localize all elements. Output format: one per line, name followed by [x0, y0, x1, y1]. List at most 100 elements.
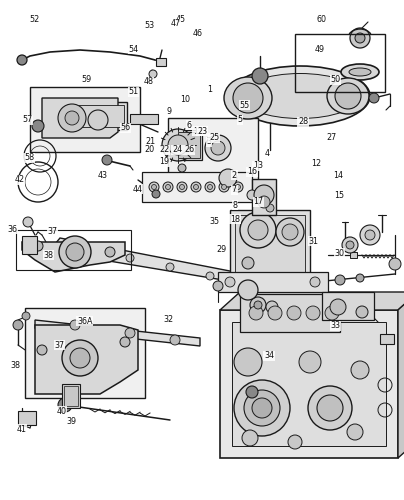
Bar [156, 58, 166, 66]
Circle shape [389, 258, 401, 270]
Circle shape [308, 386, 352, 430]
Circle shape [244, 390, 280, 426]
Text: 17: 17 [253, 198, 264, 206]
Circle shape [242, 257, 254, 269]
Circle shape [177, 182, 187, 192]
Bar [168, 118, 258, 190]
Text: 53: 53 [144, 22, 155, 30]
Text: 43: 43 [98, 172, 108, 180]
Circle shape [356, 274, 364, 282]
Circle shape [17, 55, 27, 65]
Circle shape [205, 182, 215, 192]
Bar [235, 215, 305, 275]
Text: 24: 24 [172, 146, 182, 154]
Circle shape [149, 182, 159, 192]
Text: 31: 31 [309, 236, 318, 246]
Text: 27: 27 [326, 132, 337, 141]
Circle shape [335, 83, 361, 109]
Bar [16, 230, 131, 270]
Polygon shape [35, 320, 200, 346]
Circle shape [225, 277, 235, 287]
Circle shape [149, 70, 157, 78]
Polygon shape [55, 238, 240, 282]
Bar [220, 310, 398, 458]
Text: 36: 36 [7, 224, 17, 234]
Text: 42: 42 [14, 176, 25, 184]
Circle shape [62, 340, 98, 376]
Ellipse shape [240, 74, 360, 118]
Bar [25, 308, 145, 398]
Circle shape [170, 335, 180, 345]
Circle shape [254, 301, 262, 309]
Circle shape [246, 386, 258, 398]
Bar [178, 132, 200, 158]
Circle shape [330, 299, 346, 315]
Text: 25: 25 [209, 134, 219, 142]
Circle shape [219, 169, 237, 187]
Bar [230, 210, 310, 280]
Circle shape [179, 184, 185, 190]
Text: 5: 5 [238, 116, 242, 124]
Circle shape [178, 164, 186, 172]
Circle shape [317, 395, 343, 421]
Text: 40: 40 [57, 406, 67, 416]
Bar [218, 272, 328, 292]
Circle shape [65, 111, 79, 125]
Circle shape [299, 351, 321, 373]
Bar [30, 87, 140, 152]
Text: 12: 12 [311, 160, 321, 168]
Circle shape [70, 348, 90, 368]
Text: 56: 56 [120, 124, 130, 132]
Circle shape [58, 104, 86, 132]
Circle shape [152, 184, 156, 190]
Polygon shape [398, 292, 404, 458]
Circle shape [236, 184, 240, 190]
Circle shape [250, 297, 266, 313]
Text: 8: 8 [233, 200, 238, 209]
Circle shape [59, 236, 91, 268]
Circle shape [342, 237, 358, 253]
Text: 36A: 36A [77, 316, 93, 326]
Text: 49: 49 [315, 44, 325, 54]
Circle shape [252, 398, 272, 418]
Circle shape [310, 277, 320, 287]
Circle shape [152, 190, 160, 198]
Circle shape [33, 241, 43, 251]
Text: 20: 20 [144, 146, 155, 154]
Text: 15: 15 [334, 190, 345, 200]
Text: 7: 7 [232, 186, 237, 194]
Bar [62, 384, 80, 408]
Circle shape [13, 320, 23, 330]
Text: 6: 6 [187, 120, 191, 130]
Bar [240, 294, 340, 332]
Text: 23: 23 [197, 126, 207, 136]
Circle shape [276, 218, 304, 246]
Circle shape [70, 320, 80, 330]
Text: 4: 4 [264, 150, 269, 158]
Circle shape [194, 184, 198, 190]
Circle shape [102, 155, 112, 165]
Bar [64, 386, 78, 406]
Bar [142, 172, 252, 202]
Text: 2: 2 [232, 170, 237, 179]
Circle shape [347, 424, 363, 440]
Text: 47: 47 [170, 20, 181, 28]
Circle shape [86, 244, 94, 252]
Text: 30: 30 [335, 248, 344, 258]
Polygon shape [35, 325, 138, 394]
Circle shape [126, 254, 134, 262]
Circle shape [238, 280, 258, 300]
Bar [130, 114, 158, 124]
Ellipse shape [341, 64, 379, 80]
Bar [176, 130, 202, 160]
Circle shape [191, 182, 201, 192]
Bar [22, 236, 37, 254]
Circle shape [163, 182, 173, 192]
Circle shape [233, 83, 263, 113]
Bar [252, 179, 276, 215]
Circle shape [37, 345, 47, 355]
Circle shape [125, 328, 135, 338]
Text: 45: 45 [176, 16, 186, 24]
Circle shape [287, 306, 301, 320]
Circle shape [234, 380, 290, 436]
